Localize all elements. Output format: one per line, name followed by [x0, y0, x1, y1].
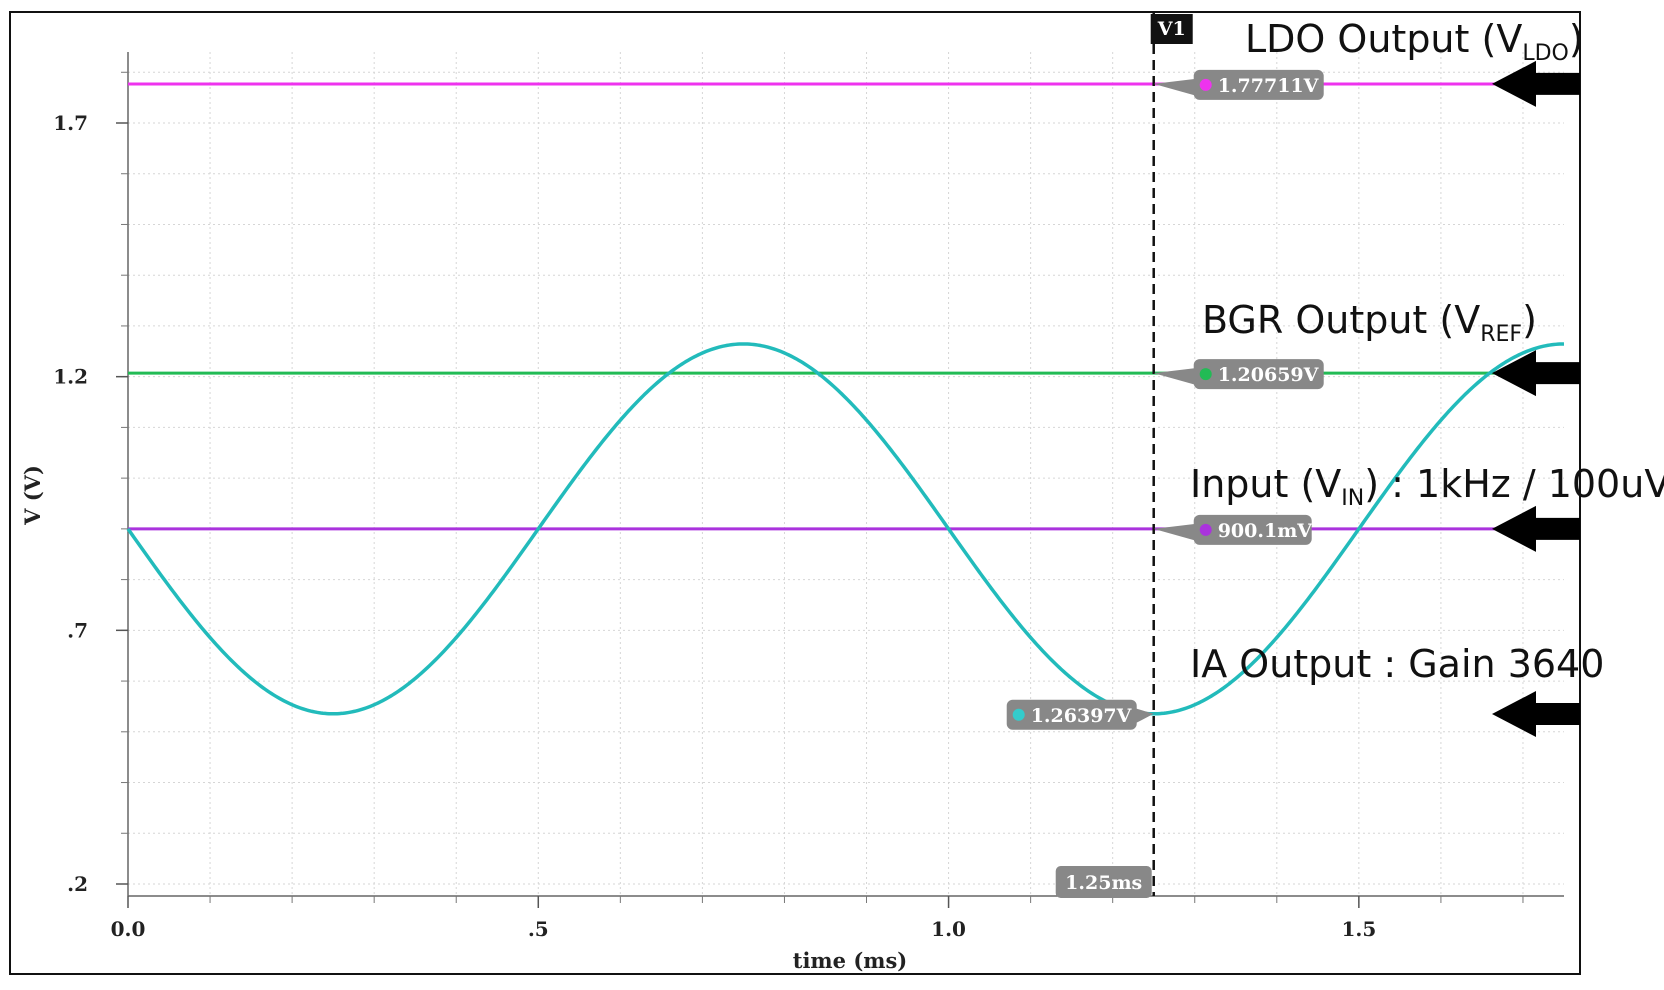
y-tick-label: .2 [67, 872, 88, 896]
annotation-vin: Input (VIN) : 1kHz / 100uVpp [1190, 462, 1664, 511]
axes [127, 52, 1564, 897]
marker-label-ia: 1.26397V [1031, 705, 1133, 727]
annotation-ia: IA Output : Gain 3640 [1190, 642, 1604, 686]
marker-pointer [1153, 77, 1204, 98]
marker-dot-ia [1012, 708, 1025, 721]
marker-dot-ldo [1199, 78, 1212, 91]
cursor-x-badge [1055, 866, 1152, 898]
grid [128, 52, 1564, 896]
x-tick-label: 1.5 [1341, 917, 1376, 941]
marker-box-ia [1006, 699, 1137, 730]
series-line-ia [126, 342, 1565, 716]
cursor-v1[interactable]: V1 1.25ms [1055, 12, 1193, 898]
y-tick-label: .7 [67, 618, 88, 642]
y-tick-label: 1.2 [53, 365, 88, 389]
annotation-ldo: LDO Output (VLDO) [1245, 17, 1584, 66]
arrows-layer [1492, 60, 1580, 738]
series-layer [126, 82, 1565, 716]
markers-layer: 1.77711V 1.20659V 1.26397V 900.1mV [1006, 69, 1324, 730]
marker-label-bgr: 1.20659V [1218, 364, 1320, 386]
y-axis-label: V (V) [20, 465, 45, 526]
marker-box-bgr [1193, 359, 1324, 390]
cursor-x-label: 1.25ms [1065, 872, 1142, 894]
y-tick-label: 1.7 [53, 111, 88, 135]
arrow-ldo [1492, 60, 1580, 107]
arrow-vin [1492, 505, 1580, 552]
chart-frame [9, 11, 1581, 975]
arrow-bgr [1492, 350, 1580, 397]
x-tick-label: 1.0 [931, 917, 966, 941]
x-tick-label: 0.0 [111, 917, 146, 941]
annotations-layer: LDO Output (VLDO) BGR Output (VREF) Input … [1190, 17, 1664, 686]
marker-label-vin: 900.1mV [1218, 520, 1314, 542]
x-tick-label: .5 [528, 917, 549, 941]
ticks: .2 .7 1.2 1.7 0.0 .5 1.0 1.5 [53, 71, 1524, 941]
marker-dot-bgr [1199, 368, 1212, 381]
arrow-ia [1492, 691, 1580, 738]
cursor-name-label: V1 [1157, 18, 1186, 40]
marker-box-ldo [1193, 69, 1324, 100]
cursor-name-box [1150, 14, 1193, 44]
marker-box-vin [1193, 514, 1312, 545]
marker-label-ldo: 1.77711V [1218, 75, 1320, 97]
marker-pointer [1153, 522, 1204, 543]
marker-dot-vin [1199, 523, 1212, 536]
x-axis-label: time (ms) [793, 948, 908, 973]
annotation-bgr: BGR Output (VREF) [1202, 298, 1537, 347]
marker-pointer [1153, 367, 1204, 388]
